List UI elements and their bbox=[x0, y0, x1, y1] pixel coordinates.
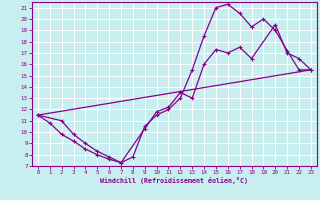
X-axis label: Windchill (Refroidissement éolien,°C): Windchill (Refroidissement éolien,°C) bbox=[100, 177, 248, 184]
